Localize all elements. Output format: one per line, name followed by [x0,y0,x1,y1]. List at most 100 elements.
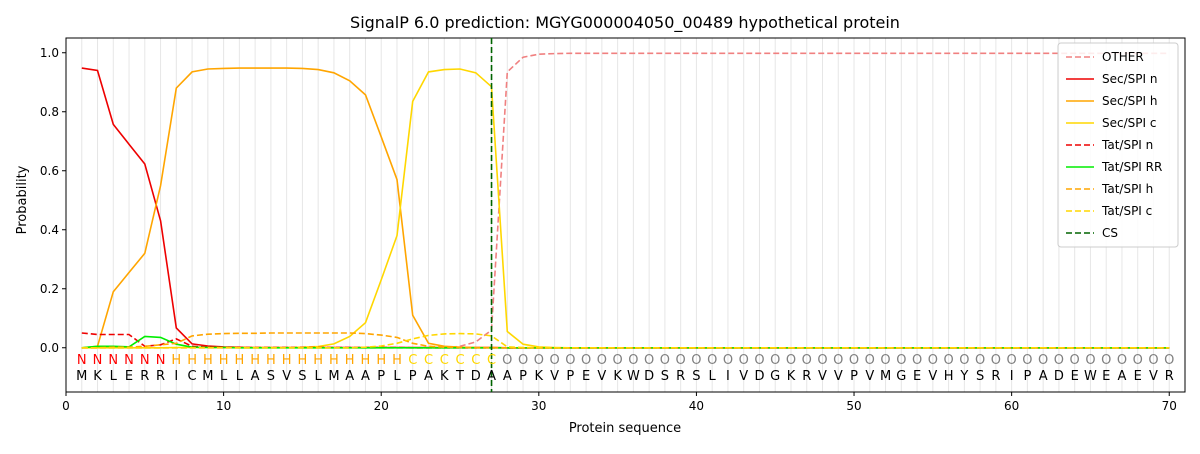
region-label: H [329,353,339,368]
legend-label: Sec/SPI n [1102,72,1157,86]
region-label: O [1117,353,1127,368]
region-label: O [833,353,843,368]
sequence-residue: I [726,369,730,384]
sequence-residue: S [661,369,669,384]
region-label: H [234,353,244,368]
sequence-residue: D [754,369,764,384]
region-label: H [392,353,402,368]
region-label: O [1007,353,1017,368]
region-label: O [1054,353,1064,368]
sequence-residue: M [202,369,213,384]
region-label: O [1148,353,1158,368]
sequence-residue: P [850,369,858,384]
region-label: H [203,353,213,368]
region-label: H [345,353,355,368]
plot-area: 0 10 20 30 40 50 60 700.00.20.40.60.81.0NMNKNLN… [40,37,1186,413]
sequence-residue: S [298,369,306,384]
region-label: O [943,353,953,368]
plot-frame [65,37,1186,393]
sequence-residue: G [770,369,780,384]
region-label: O [754,353,764,368]
region-label: H [250,353,260,368]
region-label: H [171,353,181,368]
region-label: O [739,353,749,368]
y-tick-label: 0.2 [40,282,59,296]
x-axis-label: Protein sequence [569,421,681,436]
region-label: O [628,353,638,368]
sequence-residue: P [1023,369,1031,384]
sequence-residue: H [944,369,954,384]
sequence-residue: A [251,369,260,384]
y-axis-label: Probability [15,165,30,234]
sequence-residue: R [140,369,149,384]
region-label: O [991,353,1001,368]
sequence-residue: E [913,369,921,384]
region-label: O [1085,353,1095,368]
sequence-residue: K [613,369,622,384]
region-label: O [817,353,827,368]
sequence-residue: K [440,369,449,384]
sequence-residue: K [535,369,544,384]
legend-box [1057,42,1179,248]
region-label: H [376,353,386,368]
sequence-residue: G [896,369,906,384]
legend-label: CS [1102,226,1118,240]
y-tick-label: 0.6 [40,164,59,178]
sequence-residue: R [802,369,811,384]
region-label: O [865,353,875,368]
legend-label: Tat/SPI h [1101,182,1153,196]
legend-label: Sec/SPI h [1102,94,1157,108]
sequence-residue: L [110,369,118,384]
sequence-residue: D [1054,369,1064,384]
region-label: O [518,353,528,368]
region-label: C [455,353,464,368]
y-tick-label: 0.4 [40,223,59,237]
region-label: O [581,353,591,368]
region-label: O [613,353,623,368]
legend: OTHER Sec/SPI n Sec/SPI h Sec/SPI c Tat/SPI … [1057,42,1179,248]
region-label: C [440,353,449,368]
region-label: O [975,353,985,368]
region-label: O [534,353,544,368]
sequence-residue: E [1134,369,1142,384]
region-label: O [691,353,701,368]
region-label: O [1133,353,1143,368]
region-label: O [660,353,670,368]
y-tick-label: 0.0 [40,341,59,355]
region-label: O [597,353,607,368]
sequence-residue: S [976,369,984,384]
region-label: H [266,353,276,368]
sequence-residue: E [125,369,133,384]
legend-label: Tat/SPI n [1101,138,1153,152]
sequence-residue: R [991,369,1000,384]
sequence-residue: E [1102,369,1110,384]
region-label: H [219,353,229,368]
x-tick-label: 10 [216,399,231,413]
y-tick-label: 1.0 [40,46,59,60]
sequence-residue: V [597,369,606,384]
sequence-residue: Y [959,369,968,384]
legend-label: Sec/SPI c [1102,116,1156,130]
region-label: O [912,353,922,368]
sequence-residue: L [220,369,228,384]
x-tick-label: 60 [1004,399,1019,413]
sequence-residue: I [174,369,178,384]
sequence-residue: L [236,369,244,384]
sequence-residue: L [315,369,323,384]
region-label: H [187,353,197,368]
region-label: O [565,353,575,368]
sequence-residue: A [487,369,496,384]
region-label: C [471,353,480,368]
region-label: O [928,353,938,368]
region-label: H [282,353,292,368]
x-tick-label: 20 [374,399,389,413]
sequence-residue: A [503,369,512,384]
region-label: C [424,353,433,368]
sequence-residue: V [282,369,291,384]
region-label: O [802,353,812,368]
sequence-residue: K [787,369,796,384]
sequence-residue: R [676,369,685,384]
x-tick-label: 50 [846,399,861,413]
